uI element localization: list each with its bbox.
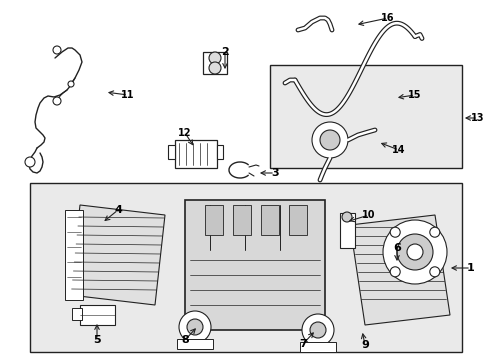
Bar (203, 52, 226, 74)
Circle shape (302, 314, 333, 346)
Text: 7: 7 (299, 339, 306, 349)
Text: 6: 6 (392, 243, 400, 253)
Circle shape (53, 97, 61, 105)
Circle shape (309, 322, 325, 338)
Text: 13: 13 (470, 113, 484, 123)
Circle shape (396, 234, 432, 270)
Bar (65, 210, 83, 300)
Circle shape (382, 220, 446, 284)
Bar (177, 339, 213, 349)
Text: 15: 15 (407, 90, 421, 100)
Bar (288, 205, 306, 235)
Text: 4: 4 (114, 205, 122, 215)
Circle shape (429, 227, 439, 237)
Bar (184, 200, 325, 330)
Bar (80, 305, 115, 325)
Circle shape (186, 319, 203, 335)
Text: 3: 3 (271, 168, 278, 178)
Circle shape (25, 157, 35, 167)
Circle shape (406, 244, 422, 260)
Bar (204, 205, 223, 235)
Text: 10: 10 (362, 210, 375, 220)
Circle shape (68, 81, 74, 87)
Bar (168, 145, 175, 159)
Text: 16: 16 (381, 13, 394, 23)
Bar (175, 140, 217, 168)
Circle shape (179, 311, 210, 343)
Bar (72, 308, 82, 320)
Text: 14: 14 (391, 145, 405, 155)
Text: 8: 8 (181, 335, 188, 345)
Bar (30, 183, 461, 352)
Circle shape (389, 227, 399, 237)
Bar (269, 65, 461, 168)
Bar (217, 145, 223, 159)
Text: 12: 12 (178, 128, 191, 138)
Text: 11: 11 (121, 90, 135, 100)
Circle shape (53, 46, 61, 54)
Circle shape (208, 62, 221, 74)
Circle shape (429, 267, 439, 277)
Bar (261, 205, 279, 235)
Circle shape (389, 267, 399, 277)
Bar (339, 213, 354, 248)
Text: 1: 1 (466, 263, 474, 273)
Bar (232, 205, 250, 235)
Text: 5: 5 (93, 335, 101, 345)
Text: 9: 9 (360, 340, 368, 350)
Circle shape (341, 212, 351, 222)
Circle shape (311, 122, 347, 158)
Polygon shape (70, 205, 164, 305)
Bar (299, 342, 335, 352)
Circle shape (208, 52, 221, 64)
Polygon shape (349, 215, 449, 325)
Text: 2: 2 (221, 47, 228, 57)
Circle shape (319, 130, 339, 150)
